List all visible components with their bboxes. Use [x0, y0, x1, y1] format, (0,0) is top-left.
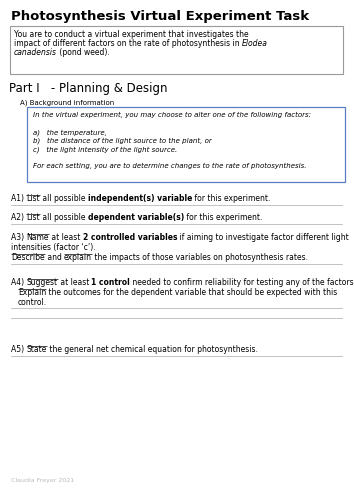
Text: explain: explain	[64, 253, 92, 262]
Text: 2 controlled variables: 2 controlled variables	[83, 233, 177, 242]
Text: needed to confirm reliability for testing any of the factors.: needed to confirm reliability for testin…	[130, 278, 354, 287]
Text: In the virtual experiment, you may choose to alter one of the following factors:: In the virtual experiment, you may choos…	[33, 112, 311, 118]
Text: all possible: all possible	[40, 213, 88, 222]
Text: List: List	[27, 213, 40, 222]
Text: State: State	[27, 345, 47, 354]
Text: at least: at least	[58, 278, 91, 287]
Text: the outcomes for the dependent variable that should be expected with this: the outcomes for the dependent variable …	[46, 288, 337, 297]
Text: Suggest: Suggest	[27, 278, 58, 287]
Text: 1 control: 1 control	[91, 278, 130, 287]
Text: Name: Name	[27, 233, 49, 242]
Text: A) Background information: A) Background information	[20, 99, 114, 105]
FancyBboxPatch shape	[10, 26, 343, 74]
Text: Part I   - Planning & Design: Part I - Planning & Design	[9, 82, 167, 95]
Text: control.: control.	[18, 298, 47, 307]
Text: for this experiment.: for this experiment.	[192, 194, 270, 203]
Text: a)   the temperature,: a) the temperature,	[33, 129, 107, 136]
Text: List: List	[27, 194, 40, 203]
Text: Describe: Describe	[11, 253, 45, 262]
Text: A2): A2)	[11, 213, 27, 222]
Text: A4): A4)	[11, 278, 27, 287]
Text: independent(s) variable: independent(s) variable	[88, 194, 192, 203]
Text: c)   the light intensity of the light source.: c) the light intensity of the light sour…	[33, 146, 177, 152]
Text: for this experiment.: for this experiment.	[184, 213, 263, 222]
Text: (pond weed).: (pond weed).	[57, 48, 110, 57]
Text: A5): A5)	[11, 345, 27, 354]
Text: For each setting, you are to determine changes to the rate of photosynthesis.: For each setting, you are to determine c…	[33, 163, 307, 169]
Text: Elodea: Elodea	[242, 39, 268, 48]
Text: impact of different factors on the rate of photosynthesis in: impact of different factors on the rate …	[14, 39, 242, 48]
Text: at least: at least	[49, 233, 83, 242]
Text: and: and	[45, 253, 64, 262]
Text: Explain: Explain	[18, 288, 46, 297]
Text: A3): A3)	[11, 233, 27, 242]
Text: Claudia Freyer 2021: Claudia Freyer 2021	[11, 478, 74, 483]
Text: You are to conduct a virtual experiment that investigates the: You are to conduct a virtual experiment …	[14, 30, 249, 39]
Text: if aiming to investigate factor different light: if aiming to investigate factor differen…	[177, 233, 349, 242]
Text: dependent variable(s): dependent variable(s)	[88, 213, 184, 222]
Text: the impacts of those variables on photosynthesis rates.: the impacts of those variables on photos…	[92, 253, 308, 262]
Text: the general net chemical equation for photosynthesis.: the general net chemical equation for ph…	[47, 345, 258, 354]
Text: A1): A1)	[11, 194, 27, 203]
Text: intensities (factor ‘c’).: intensities (factor ‘c’).	[11, 243, 96, 252]
Text: all possible: all possible	[40, 194, 88, 203]
FancyBboxPatch shape	[27, 107, 345, 182]
Text: b)   the distance of the light source to the plant, or: b) the distance of the light source to t…	[33, 138, 212, 144]
Text: canadensis: canadensis	[14, 48, 57, 57]
Text: Photosynthesis Virtual Experiment Task: Photosynthesis Virtual Experiment Task	[11, 10, 309, 23]
